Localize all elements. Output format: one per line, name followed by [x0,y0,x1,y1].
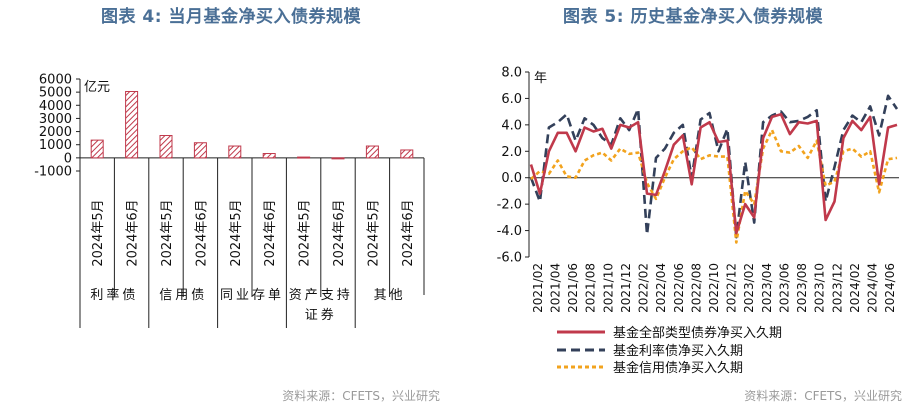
line-y-tick-label: -2.0 [497,198,522,213]
line-x-tick-label: 2024/04 [866,263,880,313]
bar [331,157,345,160]
right-source-note: 资料来源：CFETS，兴业研究 [744,389,902,403]
line-y-tick-label: 6.0 [501,92,522,107]
line-x-tick-label: 2024/06 [883,263,897,313]
bar-unit-label: 亿元 [84,80,110,95]
line-x-tick-label: 2022/06 [672,263,686,313]
bar-category-label: 2024年6月 [194,199,209,266]
line-x-tick-label: 2021/12 [619,263,633,313]
bar-group-label: 信用债 [159,288,207,303]
line-x-tick-label: 2021/04 [548,263,562,313]
series-line [529,94,899,239]
series-line [530,128,898,244]
bar-group-label: 其他 [374,288,406,303]
bar-y-tick-label: 6000 [39,73,72,88]
line-x-tick-label: 2023/04 [760,263,774,313]
bar-group-label: 利率债 [90,287,138,303]
bar-category-label: 2024年5月 [229,199,244,266]
line-x-tick-label: 2021/02 [531,263,545,313]
line-x-tick-label: 2022/02 [637,263,651,313]
bar-category-label: 2024年5月 [91,199,106,266]
line-y-tick-label: -4.0 [497,224,522,239]
bar [193,142,207,159]
bar-category-label: 2024年6月 [401,199,416,266]
legend-label: 基金利率债净买入久期 [613,343,743,359]
bar-group-label: 同业存单 [220,288,284,303]
bar-category-label: 2024年5月 [160,199,175,266]
bar-y-tick-label: 0 [64,151,72,166]
bar [159,135,173,159]
bar-category-label: 2024年6月 [263,199,278,266]
bar [125,90,139,159]
line-x-tick-label: 2023/06 [777,263,791,313]
bar-y-tick-label: 2000 [39,125,72,140]
right-figure-title: 图表 5: 历史基金净买入债券规模 [563,7,823,27]
line-y-tick-label: -6.0 [497,251,522,266]
left-figure-title: 图表 4: 当月基金净买入债券规模 [101,7,361,27]
line-x-tick-label: 2021/10 [601,263,615,313]
line-x-tick-label: 2021/08 [584,263,598,313]
bar [90,139,104,159]
line-y-tick-label: 2.0 [501,145,522,160]
line-unit-label: 年 [534,71,547,86]
line-x-tick-label: 2022/10 [707,263,721,313]
bar-category-label: 2024年6月 [126,199,141,266]
series-line [529,113,898,235]
bar [400,149,414,159]
bar-y-tick-label: 5000 [39,86,72,101]
line-x-tick-label: 2022/08 [689,263,703,313]
bar-category-label: 2024年6月 [332,199,347,266]
line-x-tick-label: 2024/02 [848,263,862,313]
line-x-tick-label: 2022/12 [725,263,739,313]
bar-category-label: 2024年5月 [298,199,313,266]
line-x-tick-label: 2023/12 [830,263,844,313]
bar [297,156,311,159]
right-chart-panel: 图表 5: 历史基金净买入债券规模 8.0 6.0 4.0 2.0 0.0 -2.0 -4.… [462,0,924,413]
bar-group-label: 资产支持 [289,288,353,303]
bar-y-tick-label: 1000 [39,138,72,153]
bar-y-tick-label: -1000 [34,165,72,180]
left-source-note: 资料来源：CFETS，兴业研究 [282,389,440,403]
line-y-tick-label: 8.0 [501,66,522,81]
legend-label: 基金全部类型债券净买入久期 [613,325,782,341]
line-x-tick-label: 2023/02 [742,263,756,313]
line-y-tick-label: 4.0 [501,118,522,133]
bar-category-label: 2024年5月 [366,199,381,266]
left-chart-panel: 图表 4: 当月基金净买入债券规模 -1000 0 1000 2000 3000 4000… [34,7,440,403]
bar [262,153,276,159]
bar-y-tick-label: 3000 [39,112,72,127]
bar-group-label: 证券 [305,307,337,323]
legend-label: 基金信用债净买入久期 [613,360,743,376]
line-x-tick-label: 2023/10 [813,263,827,313]
line-y-tick-label: 0.0 [501,171,522,186]
line-x-tick-label: 2022/04 [654,263,668,313]
bar-y-tick-label: 4000 [39,99,72,114]
line-x-tick-label: 2021/06 [566,263,580,313]
bar [228,145,242,159]
bar [365,145,379,159]
line-x-tick-label: 2023/08 [795,263,809,313]
